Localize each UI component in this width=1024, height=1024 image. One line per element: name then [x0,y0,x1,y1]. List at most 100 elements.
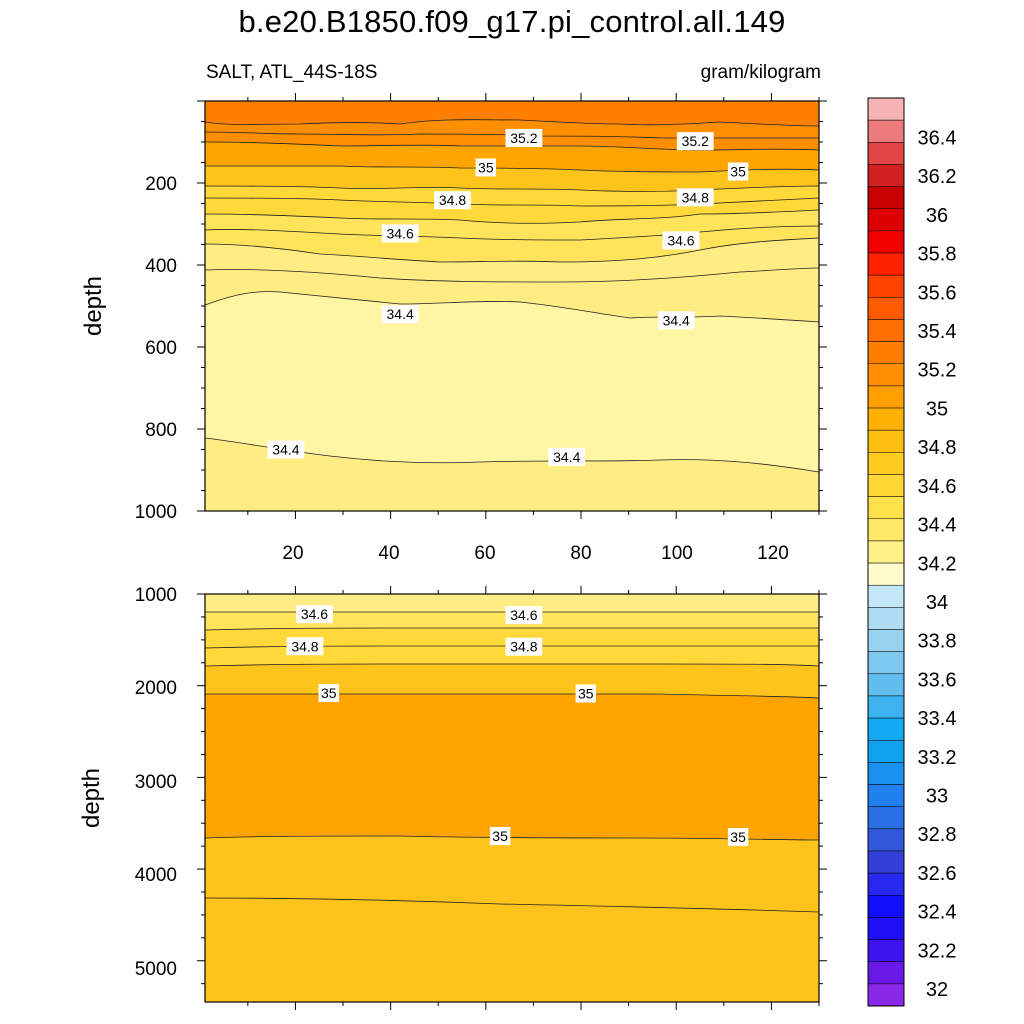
upper-y-axis-label: depth [80,276,107,336]
colorbar-box [867,828,905,852]
upper-x-tick-label: 20 [282,543,303,564]
lower-y-tick-label: 3000 [135,772,177,793]
upper-axis-ticks [197,93,827,519]
colorbar-label: 32.8 [918,824,957,846]
colorbar-box [867,961,905,985]
colorbar-box [867,806,905,830]
contour-label-text: 34.8 [291,638,318,654]
contour-label: 34.8 [434,191,471,210]
colorbar-label: 33.6 [918,669,957,691]
contour-label-text: 34.4 [553,449,580,465]
lower-y-axis-label: depth [78,768,105,828]
contour-label: 34.8 [286,637,324,656]
colorbar-box [867,850,905,874]
upper-y-tick-labels: 200 400 600 800 1000 [135,174,177,523]
colorbar-box [867,274,905,298]
colorbar-box [867,363,905,387]
colorbar-box [867,97,905,121]
contour-label-text: 34.6 [667,232,694,248]
colorbar-label: 34.6 [918,476,957,498]
contour-label: 35 [475,158,497,177]
colorbar-label: 34 [926,592,948,614]
contour-label: 34.6 [381,224,419,243]
contour-label-text: 35.2 [682,133,709,149]
upper-x-tick-labels: 20 40 60 80 100 120 [282,543,788,564]
upper-panel: 35.2 35.2 35 35 34.8 34.8 34.6 34.6 34.4 34.4 34.4… [80,93,827,564]
contour-label: 35 [727,162,749,181]
colorbar-label: 34.8 [918,437,957,459]
lower-plot-frame [204,593,820,1003]
colorbar-label: 34.4 [918,515,957,537]
colorbar-box [867,407,905,431]
colorbar-label: 36 [926,205,948,227]
colorbar-label: 33.4 [918,708,957,730]
contour-label: 34.4 [381,305,419,324]
colorbar-box [867,208,905,232]
upper-y-tick-label: 600 [145,338,177,359]
colorbar-box [867,341,905,365]
colorbar-box [867,496,905,520]
lower-y-tick-label: 2000 [135,678,177,699]
contour-label-text: 35 [321,685,337,701]
colorbar-label: 33.2 [918,747,957,769]
upper-y-tick-label: 1000 [135,502,177,523]
colorbar-box [867,673,905,697]
colorbar-box [867,762,905,785]
colorbar-box [867,695,905,719]
upper-x-tick-label: 60 [474,543,495,564]
lower-y-tick-label: 5000 [135,959,177,980]
colorbar-box [867,230,905,254]
lower-y-tick-label: 4000 [135,865,177,886]
contour-label-text: 34.6 [387,225,414,241]
colorbar-label: 32 [926,979,948,1001]
colorbar-box [867,983,905,1007]
contour-label: 34.4 [267,440,305,459]
contour-label: 34.6 [662,231,700,250]
variable-region-label: SALT, ATL_44S-18S [206,62,378,83]
contour-label: 35.2 [676,132,714,151]
contour-label-text: 34.6 [301,606,328,622]
colorbar-box [867,385,905,409]
contour-label-text: 34.8 [682,189,709,205]
colorbar-label: 35.8 [918,244,957,266]
upper-contour-fill [205,101,819,511]
colorbar-box [867,474,905,497]
lower-panel: 34.6 34.6 34.8 34.8 35 35 35 35 1000 2000 3000 … [78,585,827,1010]
colorbar-box [867,784,905,807]
colorbar-label: 32.6 [918,863,957,885]
colorbar-label: 36.4 [918,128,957,150]
colorbar-box [867,186,905,209]
colorbar-label: 35.4 [918,321,957,343]
contour-label-text: 35 [730,164,746,180]
colorbar-label: 35.2 [918,360,957,382]
contour-label-text: 35 [730,829,746,845]
colorbar-labels: 36.4 36.2 36 35.8 35.6 35.4 35.2 35 34.8 34.6 34.4… [918,128,957,1002]
lower-y-tick-label: 1000 [135,585,177,606]
colorbar-label: 32.2 [918,940,957,962]
upper-y-tick-label: 400 [145,256,177,277]
upper-x-tick-label: 120 [757,543,789,564]
contour-label: 35.2 [505,128,543,147]
contour-label-text: 34.8 [439,192,466,208]
colorbar-label: 32.4 [918,902,957,924]
contour-label-text: 34.6 [510,607,537,623]
colorbar: 36.4 36.2 36 35.8 35.6 35.4 35.2 35 34.8 34.6 34.4… [867,97,957,1007]
colorbar-box [867,164,905,187]
contour-label: 34.6 [505,606,543,625]
colorbar-box [867,319,905,342]
figure-title: b.e20.B1850.f09_g17.pi_control.all.149 [238,4,786,39]
upper-x-tick-label: 40 [378,543,399,564]
colorbar-box [867,142,905,165]
colorbar-box [867,540,905,564]
colorbar-box [867,562,905,586]
contour-label: 34.8 [505,637,543,656]
colorbar-box [867,252,905,276]
upper-x-tick-label: 80 [570,543,591,564]
contour-label-text: 34.4 [387,306,414,322]
upper-y-tick-label: 800 [145,420,177,441]
lower-contour-fill [205,594,819,1002]
colorbar-box [867,584,905,608]
lower-axis-ticks [197,586,827,1010]
colorbar-label: 33.8 [918,631,957,653]
